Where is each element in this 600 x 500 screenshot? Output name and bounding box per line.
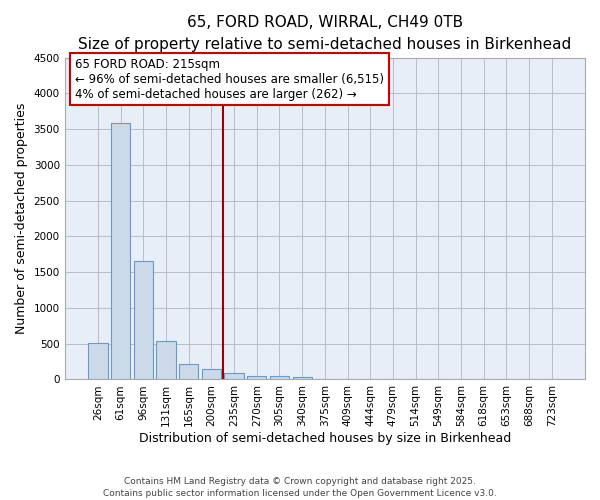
- Text: Contains HM Land Registry data © Crown copyright and database right 2025.
Contai: Contains HM Land Registry data © Crown c…: [103, 476, 497, 498]
- Bar: [202, 370, 221, 380]
- Bar: [157, 341, 176, 380]
- Bar: [270, 376, 289, 380]
- Bar: [88, 343, 107, 380]
- Y-axis label: Number of semi-detached properties: Number of semi-detached properties: [15, 103, 28, 334]
- Bar: [247, 376, 266, 380]
- Title: 65, FORD ROAD, WIRRAL, CH49 0TB
Size of property relative to semi-detached house: 65, FORD ROAD, WIRRAL, CH49 0TB Size of …: [78, 15, 571, 52]
- Text: 65 FORD ROAD: 215sqm
← 96% of semi-detached houses are smaller (6,515)
4% of sem: 65 FORD ROAD: 215sqm ← 96% of semi-detac…: [75, 58, 384, 100]
- Bar: [179, 364, 199, 380]
- Bar: [224, 373, 244, 380]
- Bar: [293, 378, 312, 380]
- Bar: [111, 122, 130, 380]
- X-axis label: Distribution of semi-detached houses by size in Birkenhead: Distribution of semi-detached houses by …: [139, 432, 511, 445]
- Bar: [134, 260, 153, 380]
